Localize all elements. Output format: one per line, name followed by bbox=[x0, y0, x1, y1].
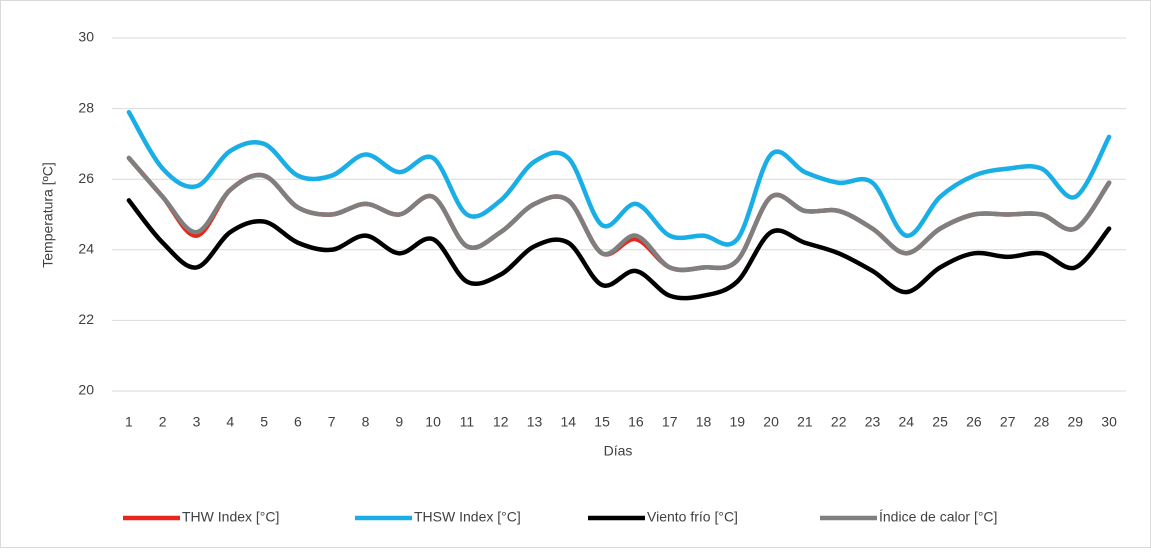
y-tick-label: 28 bbox=[78, 99, 94, 115]
y-tick-label: 22 bbox=[78, 311, 94, 327]
x-tick-label: 19 bbox=[730, 414, 746, 430]
x-tick-label: 12 bbox=[493, 414, 509, 430]
x-tick-label: 28 bbox=[1034, 414, 1050, 430]
series-line bbox=[126, 198, 1112, 301]
series-line bbox=[126, 155, 1112, 273]
y-tick-label: 30 bbox=[78, 29, 94, 45]
x-tick-label: 21 bbox=[797, 414, 813, 430]
x-tick-label: 3 bbox=[193, 414, 201, 430]
x-tick-label: 13 bbox=[527, 414, 543, 430]
x-tick-label: 15 bbox=[594, 414, 610, 430]
y-tick-label: 20 bbox=[78, 382, 94, 398]
x-tick-label: 6 bbox=[294, 414, 302, 430]
x-axis-label: Días bbox=[604, 443, 633, 459]
x-tick-label: 14 bbox=[561, 414, 577, 430]
x-tick-label: 2 bbox=[159, 414, 167, 430]
x-tick-label: 30 bbox=[1101, 414, 1117, 430]
x-tick-label: 7 bbox=[328, 414, 336, 430]
x-tick-label: 23 bbox=[865, 414, 881, 430]
x-tick-label: 24 bbox=[899, 414, 915, 430]
x-tick-label: 4 bbox=[226, 414, 234, 430]
x-tick-label: 1 bbox=[125, 414, 133, 430]
x-tick-label: 8 bbox=[362, 414, 370, 430]
y-tick-label: 24 bbox=[78, 241, 94, 257]
x-tick-label: 17 bbox=[662, 414, 678, 430]
x-tick-label: 11 bbox=[460, 414, 475, 430]
x-tick-label: 27 bbox=[1000, 414, 1016, 430]
legend-label: Índice de calor [°C] bbox=[879, 509, 997, 525]
x-tick-label: 26 bbox=[966, 414, 982, 430]
y-tick-label: 26 bbox=[78, 170, 94, 186]
x-tick-label: 29 bbox=[1068, 414, 1084, 430]
legend-label: THSW Index [°C] bbox=[414, 509, 521, 525]
x-tick-label: 10 bbox=[425, 414, 441, 430]
legend-label: Viento frío [°C] bbox=[647, 509, 738, 525]
y-axis-label: Temperatura [ºC] bbox=[40, 162, 56, 268]
x-tick-label: 20 bbox=[763, 414, 779, 430]
x-tick-label: 9 bbox=[395, 414, 403, 430]
x-tick-label: 16 bbox=[628, 414, 644, 430]
x-tick-label: 22 bbox=[831, 414, 847, 430]
x-tick-label: 25 bbox=[932, 414, 948, 430]
x-tick-label: 18 bbox=[696, 414, 712, 430]
legend-label: THW Index [°C] bbox=[182, 509, 279, 525]
x-tick-label: 5 bbox=[260, 414, 268, 430]
series-line bbox=[126, 109, 1112, 247]
